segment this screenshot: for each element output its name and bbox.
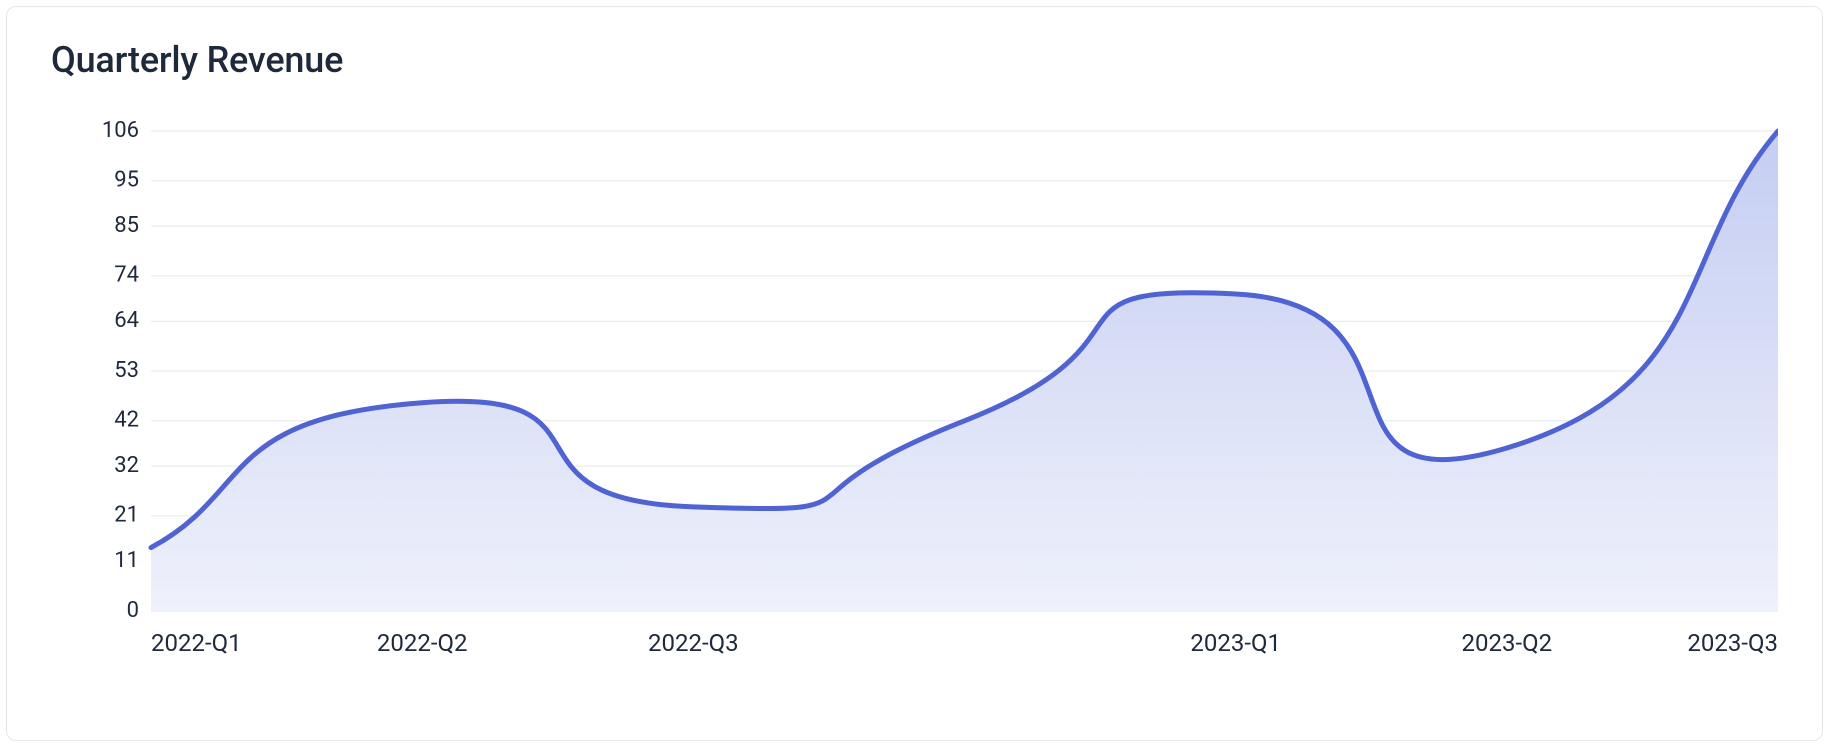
x-tick-label: 2022-Q1 [151, 629, 242, 657]
y-tick-label: 64 [114, 308, 139, 333]
y-tick-label: 32 [114, 453, 139, 478]
x-tick-label: 2023-Q1 [1190, 629, 1281, 657]
y-tick-label: 106 [102, 121, 139, 143]
y-tick-label: 74 [114, 263, 139, 288]
y-tick-label: 11 [114, 548, 139, 573]
y-tick-label: 21 [114, 503, 139, 528]
x-tick-label: 2022-Q3 [648, 629, 739, 657]
y-tick-label: 0 [127, 598, 139, 623]
chart-card: Quarterly Revenue 0 11 21 32 42 53 64 74 85 95 106… [6, 6, 1823, 741]
x-tick-label: 2023-Q2 [1462, 629, 1553, 657]
y-tick-label: 85 [114, 213, 139, 238]
y-tick-label: 42 [114, 408, 139, 433]
chart-plot-area: 0 11 21 32 42 53 64 74 85 95 106 2022-Q1 2022-Q2 2022… [51, 121, 1778, 681]
x-tick-label: 2022-Q2 [377, 629, 468, 657]
y-tick-label: 95 [114, 168, 139, 193]
chart-title: Quarterly Revenue [51, 39, 1778, 81]
area-chart-svg: 0 11 21 32 42 53 64 74 85 95 106 2022-Q1 2022-Q2 2022… [51, 121, 1778, 681]
x-tick-label: 2023-Q3 [1687, 629, 1778, 657]
y-tick-label: 53 [114, 358, 139, 383]
